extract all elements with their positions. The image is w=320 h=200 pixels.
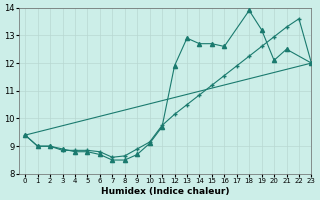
X-axis label: Humidex (Indice chaleur): Humidex (Indice chaleur) xyxy=(101,187,229,196)
